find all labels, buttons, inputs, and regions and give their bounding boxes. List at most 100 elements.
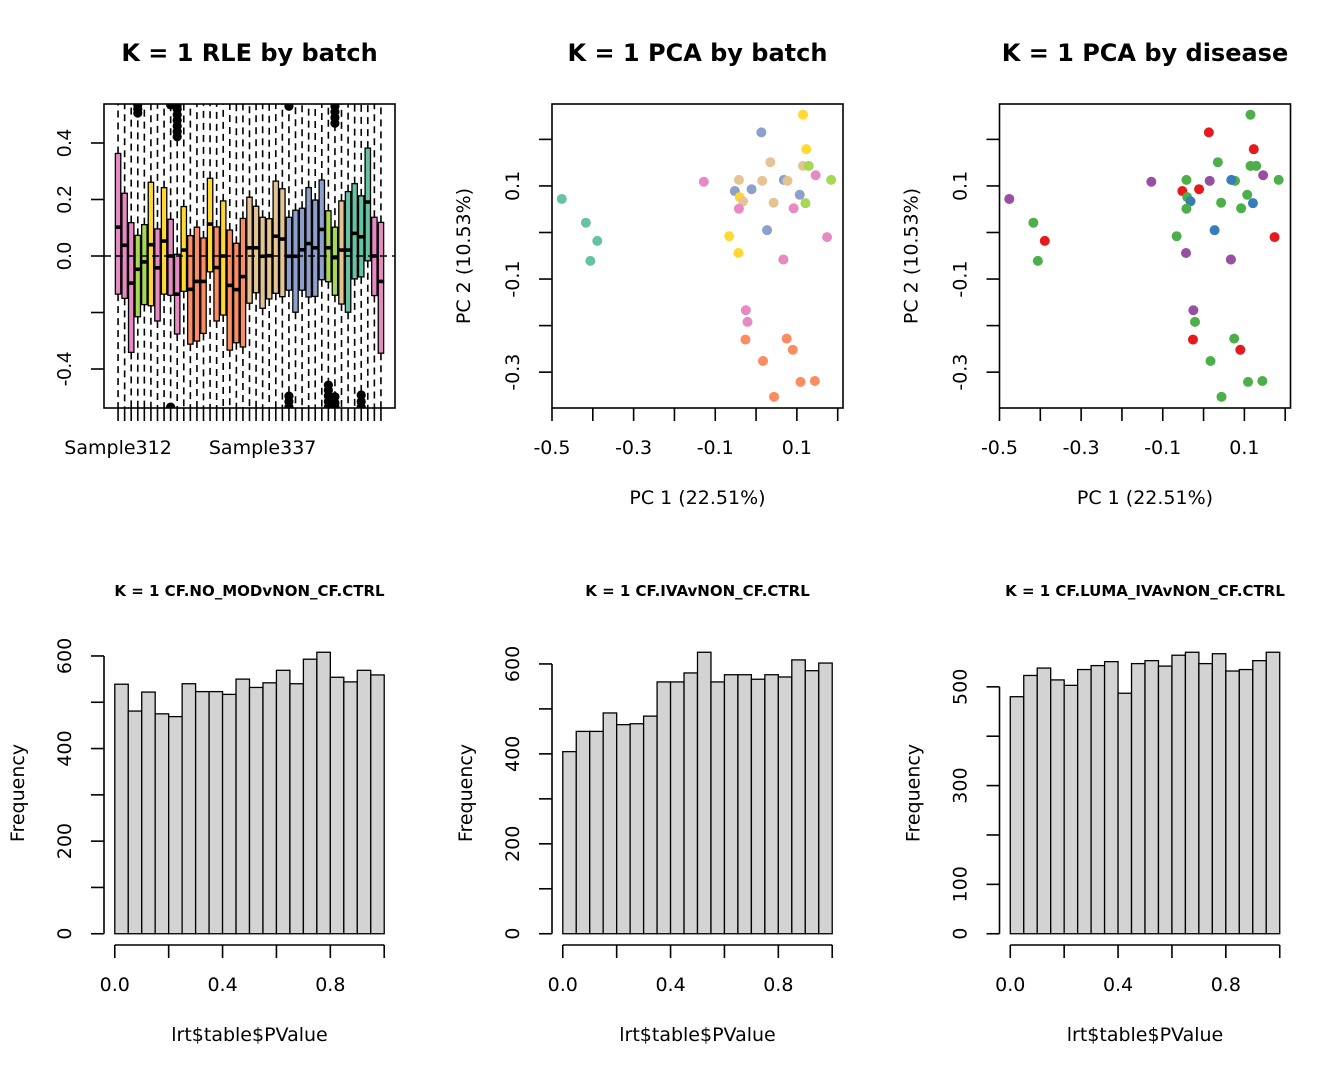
data-point <box>1028 217 1039 228</box>
data-point <box>1032 255 1043 266</box>
data-point <box>757 175 768 186</box>
y-tick-label: 0 <box>54 928 76 940</box>
histogram-bar <box>616 724 631 935</box>
histogram-bar <box>1211 653 1227 935</box>
y-tick-label: 200 <box>54 823 76 859</box>
data-point <box>826 174 837 185</box>
y-tick-label: 0 <box>502 928 524 940</box>
histogram-bar <box>1252 660 1267 935</box>
chart-title: K = 1 CF.NO_MODvNON_CF.CTRL <box>114 582 385 600</box>
histogram-bar <box>804 670 820 935</box>
panel-histogram-luma-iva: K = 1 CF.LUMA_IVAvNON_CF.CTRL lrt$table$… <box>903 582 1286 1046</box>
y-tick-label: 200 <box>502 826 524 862</box>
box <box>193 226 201 342</box>
outlier-point <box>330 402 340 408</box>
box <box>233 242 240 344</box>
data-point <box>733 174 744 185</box>
data-point <box>809 375 820 386</box>
y-tick-label: 0.4 <box>54 129 76 157</box>
x-axis-title: lrt$table$PValue <box>1067 1024 1223 1046</box>
histogram-bar <box>289 683 305 935</box>
x-tick-label: -0.3 <box>615 437 652 459</box>
box <box>127 222 135 353</box>
x-tick-label: 0.1 <box>782 437 812 459</box>
data-point <box>1236 203 1247 214</box>
data-point <box>1039 235 1050 246</box>
data-point <box>810 170 821 181</box>
histogram-bar <box>302 658 318 935</box>
histogram-bar <box>1009 696 1025 935</box>
panel-pca-by-disease: K = 1 PCA by disease PC 1 (22.51%) PC 2 … <box>901 39 1292 509</box>
data-point <box>803 160 814 171</box>
histogram-bar <box>1238 668 1254 935</box>
histogram-bar <box>1171 654 1187 935</box>
y-axis-title: Frequency <box>903 744 925 842</box>
data-point <box>1194 184 1205 195</box>
histogram-bar <box>737 674 753 935</box>
outlier-point <box>172 104 182 110</box>
outlier-point <box>133 104 143 110</box>
data-point <box>733 203 744 214</box>
data-point <box>1209 225 1220 236</box>
histogram-bar <box>1117 692 1133 935</box>
data-point <box>746 184 757 195</box>
histogram-bar <box>316 651 331 935</box>
data-point <box>733 247 744 258</box>
box <box>213 226 220 322</box>
histogram-bar <box>818 662 833 935</box>
x-tick-label: 0.4 <box>655 974 685 996</box>
data-point <box>762 225 773 236</box>
y-axis-title: PC 2 (10.53%) <box>901 188 923 324</box>
outlier-point <box>330 104 340 111</box>
data-point <box>1242 189 1253 200</box>
outlier-point <box>166 402 176 408</box>
box <box>259 216 266 309</box>
histogram-bar <box>262 682 278 935</box>
panel-pca-by-batch: K = 1 PCA by batch PC 1 (22.51%) PC 2 (1… <box>453 39 844 509</box>
box <box>141 223 148 306</box>
histogram-bar <box>1184 651 1200 935</box>
histogram-bar <box>750 678 766 935</box>
plot-frame <box>998 103 1292 409</box>
data-point <box>795 376 806 387</box>
data-point <box>1185 196 1196 207</box>
histogram-bar <box>141 691 156 935</box>
box <box>344 190 352 313</box>
box <box>200 237 207 335</box>
histogram-bar <box>1198 662 1214 935</box>
histogram-bar <box>194 690 210 935</box>
data-point <box>724 231 735 242</box>
panel-histogram-iva: K = 1 CF.IVAvNON_CF.CTRL lrt$table$PValu… <box>455 582 834 1046</box>
y-tick-label: 0 <box>950 928 972 940</box>
box <box>239 217 247 348</box>
data-point <box>1243 376 1254 387</box>
x-axis-title: lrt$table$PValue <box>619 1024 775 1046</box>
histogram-bar <box>764 674 779 935</box>
x-tick-label: -0.5 <box>981 437 1018 459</box>
data-point <box>768 197 779 208</box>
histogram-bar <box>127 710 143 935</box>
data-point <box>1257 375 1268 386</box>
histogram-bar <box>1103 660 1119 935</box>
data-point <box>698 176 709 187</box>
histogram-bar <box>248 686 264 935</box>
outlier-point <box>356 390 366 400</box>
box <box>364 147 372 262</box>
x-tick-label: 0.4 <box>1103 974 1133 996</box>
x-tick-label: 0.0 <box>100 974 130 996</box>
x-tick-label: 0.8 <box>763 974 793 996</box>
data-point <box>1187 334 1198 345</box>
histogram-bar <box>356 669 372 935</box>
data-point <box>1229 333 1240 344</box>
histogram-bar <box>791 659 806 935</box>
histogram-bar <box>642 715 658 935</box>
data-point <box>822 232 833 243</box>
data-point <box>798 109 809 120</box>
box <box>265 218 273 300</box>
histogram-bar <box>275 669 291 935</box>
data-point <box>1204 175 1215 186</box>
box <box>114 152 122 295</box>
histogram-bar <box>343 681 358 935</box>
plot-frame <box>551 103 844 409</box>
